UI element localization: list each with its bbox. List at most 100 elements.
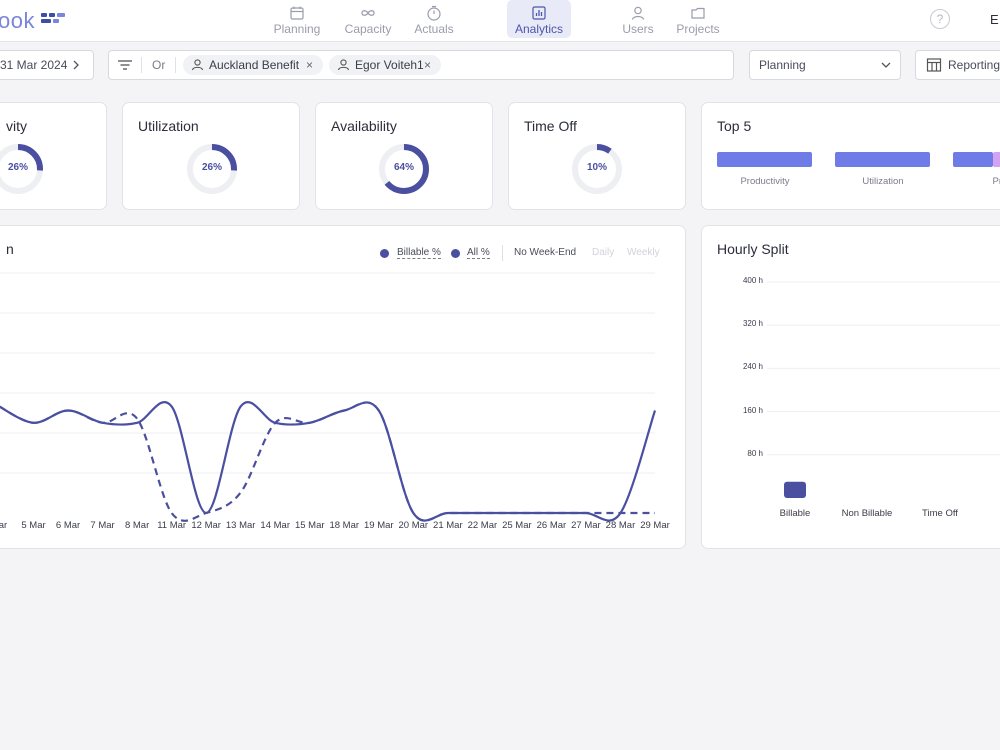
legend-dot — [451, 249, 460, 258]
divider — [502, 245, 503, 261]
category-label: Time Off — [922, 508, 958, 519]
bar-chart-icon — [532, 6, 546, 20]
kpi-title: Utilization — [138, 118, 199, 134]
kpi-title: vity — [6, 118, 27, 134]
top5-label: Utilization — [862, 176, 904, 187]
help-icon[interactable]: ? — [930, 9, 950, 29]
view-select[interactable]: Planning — [749, 50, 901, 80]
y-tick-label: 80 h — [747, 448, 763, 458]
kpi-card-utilization: Utilization 26% — [122, 102, 300, 210]
top5-bar[interactable] — [953, 152, 993, 167]
top5-title: Top 5 — [717, 118, 752, 134]
hourly-split-card: Hourly Split 400 h 320 h 240 h 160 h 80 h Bi… — [701, 225, 1000, 549]
y-tick-label: 320 h — [742, 319, 763, 329]
or-operator[interactable]: Or — [152, 58, 166, 72]
kpi-value: 64% — [393, 162, 414, 173]
hourly-bar-chart — [767, 281, 1000, 498]
donut-chart — [379, 144, 429, 194]
kpi-title: Time Off — [524, 118, 577, 134]
trend-line-chart — [0, 272, 657, 522]
table-icon — [926, 58, 942, 72]
x-tick-label: Mar — [0, 520, 8, 531]
nav-users[interactable]: Users — [616, 4, 660, 38]
x-tick-label: 8 Mar — [124, 520, 150, 531]
series-all-line — [0, 401, 657, 522]
top5-label: Proj — [992, 176, 1000, 187]
kpi-value: 26% — [7, 162, 28, 173]
x-tick-label: 19 Mar — [363, 520, 394, 531]
y-tick-label: 400 h — [742, 276, 763, 285]
nav-projects[interactable]: Projects — [672, 4, 724, 38]
nav-label: Capacity — [344, 22, 392, 36]
x-tick-label: 25 Mar — [502, 520, 532, 531]
reporting-button[interactable]: Reporting — [915, 50, 1000, 80]
date-range-picker[interactable]: 31 Mar 2024 — [0, 50, 94, 80]
legend-dot — [380, 249, 389, 258]
view-select-value: Planning — [759, 58, 806, 72]
x-tick-label: 6 Mar — [55, 520, 81, 531]
user-icon — [337, 59, 350, 71]
kpi-donut: 26% — [184, 141, 240, 197]
top5-label: Productivity — [740, 176, 790, 187]
filter-chip[interactable]: Egor Voiteh1 × — [329, 55, 441, 75]
donut-arc — [379, 144, 429, 194]
kpi-value: 10% — [586, 162, 607, 173]
top5-bar[interactable] — [717, 152, 812, 167]
toggle-no-weekend[interactable]: No Week-End — [514, 247, 577, 258]
close-icon[interactable]: × — [306, 58, 314, 72]
x-tick-label: 20 Mar — [398, 520, 429, 531]
nav-planning[interactable]: Planning — [271, 4, 323, 38]
x-tick-label: 11 Mar — [157, 520, 187, 531]
filter-bar[interactable]: Or Auckland Benefit × Egor Voiteh1 × — [108, 50, 734, 80]
filter-chip-label: Auckland Benefit — [209, 58, 300, 72]
category-label: Non Billable — [841, 508, 893, 519]
x-tick-label: 29 Mar — [640, 520, 670, 531]
top5-bar[interactable] — [835, 152, 930, 167]
user-avatar[interactable]: E — [990, 12, 999, 27]
donut-arc — [572, 144, 622, 194]
logo-mark-icon — [41, 13, 65, 25]
divider — [141, 57, 142, 73]
y-tick-label: 240 h — [742, 362, 763, 372]
toggle-daily[interactable]: Daily — [592, 247, 615, 258]
calendar-icon — [290, 6, 304, 20]
legend-all[interactable]: All % — [467, 247, 490, 259]
donut-chart — [0, 144, 43, 194]
app-logo[interactable]: ook — [0, 8, 35, 33]
nav-label: Planning — [273, 22, 321, 36]
trend-title: n — [6, 241, 14, 257]
x-tick-label: 13 Mar — [225, 520, 256, 531]
reporting-label: Reporting — [948, 58, 1000, 72]
folder-icon — [691, 7, 705, 19]
x-tick-label: 27 Mar — [571, 520, 601, 531]
legend-billable[interactable]: Billable % — [397, 247, 441, 259]
nav-label: Actuals — [414, 22, 454, 36]
date-range-value: 31 Mar 2024 — [0, 58, 68, 72]
nav-capacity[interactable]: Capacity — [342, 4, 394, 38]
kpi-title: Availability — [331, 118, 397, 134]
top5-card: Top 5 Productivity Utilization Proj — [701, 102, 1000, 210]
kpi-donut: 26% — [0, 141, 46, 197]
chevron-right-icon[interactable] — [71, 58, 81, 72]
hourly-bar[interactable] — [784, 481, 806, 498]
top5-bar-accent[interactable] — [993, 152, 1000, 167]
stopwatch-icon — [427, 5, 441, 21]
toggle-weekly[interactable]: Weekly — [627, 247, 660, 258]
chevron-down-icon — [881, 62, 891, 68]
nav-analytics[interactable]: Analytics — [507, 0, 571, 38]
x-tick-label: 14 Mar — [260, 520, 290, 531]
x-tick-label: 5 Mar — [21, 520, 46, 531]
close-icon[interactable]: × — [424, 58, 432, 72]
filter-icon[interactable] — [117, 58, 133, 72]
x-tick-label: 26 Mar — [536, 520, 567, 531]
donut-arc — [0, 144, 43, 194]
y-tick-label: 160 h — [742, 405, 763, 415]
filter-chip[interactable]: Auckland Benefit × — [183, 55, 323, 75]
nav-actuals[interactable]: Actuals — [410, 4, 458, 38]
hourly-title: Hourly Split — [717, 241, 789, 257]
kpi-card-productivity: vity 26% — [0, 102, 107, 210]
x-tick-label: 18 Mar — [329, 520, 360, 531]
divider — [175, 57, 176, 73]
nav-label: Projects — [676, 22, 720, 36]
donut-arc — [187, 144, 237, 194]
